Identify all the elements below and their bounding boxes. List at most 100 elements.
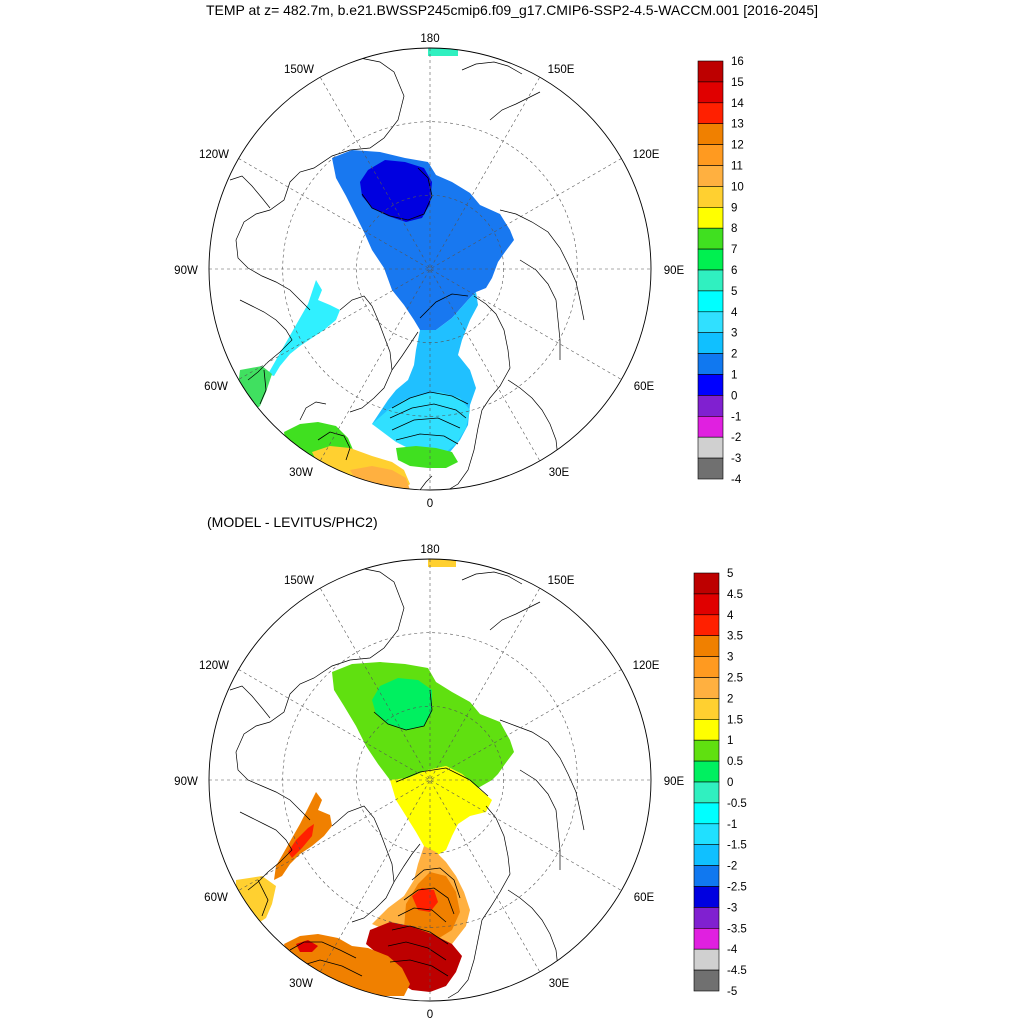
top-lon-label-120e: 120E xyxy=(633,149,660,161)
bottom-colorbar-tick-label: -5 xyxy=(727,986,737,998)
top-colorbar-swatch xyxy=(697,374,724,396)
bottom-lon-label-90w: 90W xyxy=(174,776,198,788)
bottom-lon-label-180: 180 xyxy=(420,544,439,556)
bottom-colorbar-tick-label: 1.5 xyxy=(727,714,743,726)
bottom-beaufort-core-field xyxy=(372,678,432,730)
bottom-lon-label-0: 0 xyxy=(427,1009,433,1021)
top-colorbar-tick-label: -2 xyxy=(731,432,741,444)
bottom-norwegian-sea-field xyxy=(366,922,462,992)
top-colorbar-swatch xyxy=(697,227,724,250)
top-colorbar-tick-label: 4 xyxy=(731,307,738,319)
bottom-colorbar-tick-label: -3.5 xyxy=(727,923,747,935)
top-colorbar-tick-label: 13 xyxy=(731,119,744,131)
top-polar-map: 180 0 150W 150E 120W 120E 90W 90E 60W 60… xyxy=(174,33,684,510)
bottom-colorbar-swatch xyxy=(693,844,720,866)
bottom-colorbar-swatch xyxy=(693,760,720,783)
bottom-colorbar-tick-label: -2.5 xyxy=(727,882,747,894)
bottom-colorbar-tick-label: 2 xyxy=(727,693,733,705)
bottom-colorbar-swatch xyxy=(693,572,720,595)
bottom-colorbar-tick-label: 3 xyxy=(727,652,733,664)
top-colorbar-swatch xyxy=(697,353,724,375)
bottom-lon-label-120e: 120E xyxy=(633,660,660,672)
bottom-colorbar-tick-label: -4 xyxy=(727,944,738,956)
bottom-colorbar-swatch xyxy=(693,739,720,762)
bottom-colorbar-swatch xyxy=(693,781,720,804)
bottom-baffin-red-field xyxy=(288,824,314,858)
bottom-fram-red-field xyxy=(412,888,438,912)
top-colorbar-swatch xyxy=(697,269,724,292)
bottom-lon-label-30w: 30W xyxy=(289,978,313,990)
top-colorbar-swatch xyxy=(697,123,724,145)
bottom-colorbar-swatch xyxy=(693,656,720,678)
bottom-eurasian-basin-field xyxy=(390,766,492,856)
top-lon-label-180: 180 xyxy=(420,33,439,45)
bottom-colorbar-swatch xyxy=(693,907,720,929)
bottom-colorbar-swatch xyxy=(693,635,720,657)
top-colorbar-tick-label: 15 xyxy=(731,77,744,89)
bottom-colorbar-swatch xyxy=(693,614,720,636)
top-colorbar-tick-label: 9 xyxy=(731,202,737,214)
top-colorbar-tick-label: -4 xyxy=(731,474,742,486)
bottom-colorbar-tick-label: -0.5 xyxy=(727,798,747,810)
bottom-colorbar-tick-label: 4 xyxy=(727,610,734,622)
top-bering-patch xyxy=(428,48,458,56)
top-lon-label-150e: 150E xyxy=(548,64,575,76)
bottom-colorbar-tick-label: 3.5 xyxy=(727,631,743,643)
top-colorbar-swatch xyxy=(697,436,724,459)
top-labrador-field xyxy=(238,366,272,412)
bottom-colorbar-tick-label: 0 xyxy=(727,777,733,789)
bottom-colorbar-swatch xyxy=(693,927,720,950)
bottom-colorbar-tick-label: 5 xyxy=(727,568,733,580)
top-lon-label-30e: 30E xyxy=(549,467,570,479)
bottom-colorbar-swatch xyxy=(693,698,720,720)
top-colorbar-tick-label: 5 xyxy=(731,286,737,298)
bottom-colorbar: 5 4.5 4 3.5 3 2.5 2 1.5 1 0.5 0 -0.5 -1 -1.5 -2 -2.5 -3 -… xyxy=(693,568,747,998)
top-colorbar-tick-label: 6 xyxy=(731,265,737,277)
bottom-colorbar-swatch xyxy=(693,802,720,825)
top-colorbar-swatch xyxy=(697,102,724,125)
bottom-colorbar-swatch xyxy=(693,865,720,887)
bottom-colorbar-tick-label: -3 xyxy=(727,902,737,914)
bottom-lon-label-150e: 150E xyxy=(548,575,575,587)
top-lon-label-0: 0 xyxy=(427,498,433,510)
top-colorbar-swatch xyxy=(697,290,724,313)
top-colorbar-tick-label: 10 xyxy=(731,181,744,193)
bottom-colorbar-swatch xyxy=(693,969,720,992)
top-lon-label-120w: 120W xyxy=(199,149,229,161)
bottom-colorbar-swatch xyxy=(693,886,720,908)
top-colorbar-swatch xyxy=(697,81,724,104)
top-colorbar-tick-label: 12 xyxy=(731,140,744,152)
bottom-lon-label-30e: 30E xyxy=(549,978,570,990)
bottom-colorbar-swatch xyxy=(693,948,720,971)
top-colorbar-swatch xyxy=(697,311,724,333)
top-colorbar-tick-label: 8 xyxy=(731,223,737,235)
top-lon-label-90w: 90W xyxy=(174,265,198,277)
bottom-lon-label-150w: 150W xyxy=(284,575,314,587)
bottom-polar-map: 180 0 150W 150E 120W 120E 90W 90E 60W 60… xyxy=(174,544,684,1021)
bottom-atlantic-field xyxy=(284,934,410,996)
top-colorbar-swatch xyxy=(697,415,724,438)
bottom-colorbar-swatch xyxy=(693,718,720,741)
bottom-lon-label-60w: 60W xyxy=(204,892,228,904)
top-lon-label-30w: 30W xyxy=(289,467,313,479)
bottom-colorbar-swatch xyxy=(693,823,720,845)
top-colorbar-tick-label: 11 xyxy=(731,161,743,173)
top-colorbar-tick-label: 14 xyxy=(731,98,744,110)
top-colorbar-swatch xyxy=(697,60,724,83)
bottom-colorbar-tick-label: 2.5 xyxy=(727,673,743,685)
figure-subtitle: (MODEL - LEVITUS/PHC2) xyxy=(207,514,378,530)
top-colorbar-tick-label: 16 xyxy=(731,56,744,68)
bottom-colorbar-swatch xyxy=(693,593,720,616)
top-colorbar-swatch xyxy=(697,165,724,187)
bottom-lon-label-90e: 90E xyxy=(664,776,685,788)
top-colorbar-tick-label: 0 xyxy=(731,390,737,402)
top-lon-label-60e: 60E xyxy=(634,381,655,393)
top-colorbar-swatch xyxy=(697,332,724,354)
bottom-colorbar-tick-label: -2 xyxy=(727,861,737,873)
top-colorbar-swatch xyxy=(697,207,724,229)
top-colorbar-tick-label: -3 xyxy=(731,453,741,465)
bottom-bering-patch xyxy=(428,559,456,567)
bottom-lon-label-120w: 120W xyxy=(199,660,229,672)
